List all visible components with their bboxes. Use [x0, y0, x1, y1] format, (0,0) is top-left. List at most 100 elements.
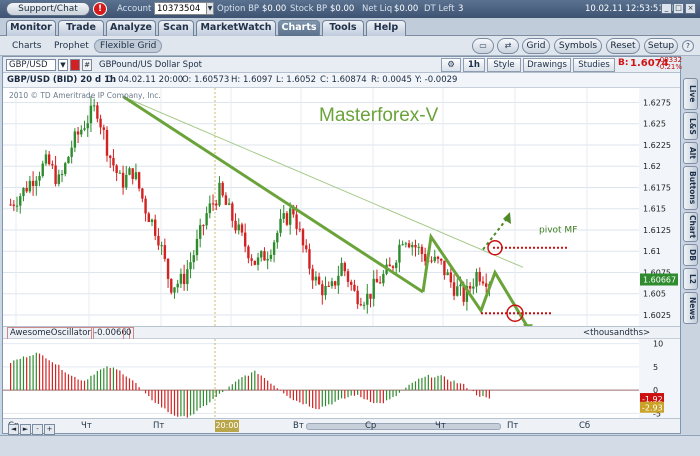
price-tick-label: 1.625	[643, 120, 666, 129]
candle-body	[292, 208, 295, 215]
horizontal-scrollbar[interactable]	[306, 423, 501, 430]
tab-trade[interactable]: Trade	[58, 20, 104, 36]
chart-settings-icon[interactable]: ⚙	[441, 58, 461, 72]
candle-body	[141, 188, 144, 199]
main-tab-bar: Monitor Trade Analyze Scan MarketWatch C…	[0, 18, 700, 36]
candle-body	[346, 271, 350, 282]
candle-body	[362, 304, 366, 306]
chart-nav-buttons: ◄ ► - +	[8, 424, 56, 435]
candle-body	[163, 245, 167, 259]
candle-body	[481, 281, 485, 284]
period-select[interactable]: 1h	[463, 58, 485, 72]
candle-body	[337, 275, 340, 286]
pivot-circle	[487, 240, 503, 256]
scroll-right-icon[interactable]: ►	[20, 424, 31, 435]
candle-body	[166, 258, 170, 279]
studies-button[interactable]: Studies	[573, 58, 615, 72]
candle-body	[388, 264, 391, 267]
tab-marketwatch[interactable]: MarketWatch	[196, 20, 276, 36]
candle-body	[131, 168, 134, 179]
chart-panel: GBP/USD ▼ # GBPound/US Dollar Spot ⚙ 1h …	[2, 56, 683, 434]
candle-body	[378, 282, 382, 284]
oscillator-chart[interactable]: 10 5 0 -5 -1.92-2.93	[3, 339, 680, 418]
price-chart[interactable]: 1.6275 1.625 1.6225 1.62 1.6175 1.615 1.6125 1.…	[3, 88, 680, 326]
side-tab-db[interactable]: DB	[683, 244, 698, 266]
price-tick-label: 1.6125	[643, 226, 671, 235]
side-tab-chart[interactable]: Chart	[683, 212, 698, 242]
candle-body	[484, 283, 488, 287]
chart-symbol-row: GBP/USD ▼ # GBPound/US Dollar Spot ⚙ 1h …	[3, 57, 683, 73]
candle-body	[218, 182, 221, 206]
candle-body	[321, 284, 324, 296]
hash-icon[interactable]: #	[82, 59, 92, 71]
side-tab-news[interactable]: News	[683, 292, 698, 324]
maximize-icon[interactable]: □	[673, 3, 684, 14]
candle-body	[288, 208, 292, 225]
candle-body	[439, 258, 443, 261]
candle-body	[452, 282, 456, 296]
candle-body	[475, 271, 478, 287]
alert-icon[interactable]: !	[93, 2, 107, 16]
side-tab-buttons[interactable]: Buttons	[683, 166, 698, 210]
candle-body	[109, 155, 112, 158]
close-icon[interactable]: ×	[685, 3, 696, 14]
info-low: L: 1.6052	[276, 75, 317, 85]
layout-icon[interactable]: ▭	[472, 38, 494, 54]
price-tick-label: 1.6225	[643, 141, 671, 150]
candle-body	[343, 263, 346, 272]
bid-value: 1.6074	[630, 58, 669, 69]
symbols-button[interactable]: Symbols	[554, 38, 602, 54]
candle-body	[125, 174, 128, 188]
candle-body	[276, 232, 279, 243]
tab-tools[interactable]: Tools	[322, 20, 364, 36]
zoom-in-icon[interactable]: +	[44, 424, 55, 435]
candle-body	[179, 273, 183, 284]
drawings-button[interactable]: Drawings	[523, 58, 571, 72]
chevron-down-icon[interactable]: ▼	[206, 2, 214, 15]
candle-body	[311, 268, 314, 281]
side-tab-live[interactable]: Live	[683, 78, 698, 110]
tab-help[interactable]: Help	[366, 20, 406, 36]
help-icon[interactable]: ?	[682, 40, 694, 52]
support-chat-button[interactable]: Support/Chat	[6, 2, 90, 16]
bid-change-pct: -0.21%	[657, 63, 683, 71]
dt-left-label: DT Left	[424, 4, 455, 14]
pivot-circle	[506, 304, 524, 322]
tab-monitor[interactable]: Monitor	[6, 20, 56, 36]
side-tab-l2[interactable]: L2	[683, 268, 698, 290]
scroll-left-icon[interactable]: ◄	[8, 424, 19, 435]
candle-body	[340, 263, 343, 276]
grid-button[interactable]: Grid	[522, 38, 550, 54]
zoom-out-icon[interactable]: -	[32, 424, 43, 435]
side-tab-alt[interactable]: Alt	[683, 142, 698, 164]
tab-scan[interactable]: Scan	[158, 20, 194, 36]
candle-body	[407, 243, 411, 248]
candle-body	[176, 283, 179, 288]
candle-body	[51, 164, 54, 166]
candle-body	[478, 271, 481, 282]
tab-analyze[interactable]: Analyze	[106, 20, 156, 36]
candle-body	[327, 285, 330, 287]
subtab-charts[interactable]: Charts	[12, 41, 42, 51]
setup-button[interactable]: Setup	[644, 38, 678, 54]
candle-body	[391, 266, 395, 268]
side-tab-ls[interactable]: L&S	[683, 112, 698, 140]
candle-body	[253, 260, 257, 265]
option-bp-value: $0.00	[262, 4, 287, 14]
link-color-icon[interactable]	[70, 59, 80, 71]
symbol-input[interactable]: GBP/USD	[6, 59, 56, 71]
subtab-flexible-grid[interactable]: Flexible Grid	[94, 39, 163, 53]
link-icon[interactable]: ⇄	[497, 38, 519, 54]
price-tick-label: 1.615	[643, 205, 666, 214]
subtab-prophet[interactable]: Prophet	[54, 41, 89, 51]
reset-button[interactable]: Reset	[606, 38, 640, 54]
candle-body	[144, 198, 147, 214]
chevron-down-icon[interactable]: ▼	[58, 59, 68, 71]
account-select[interactable]: 10373504	[154, 2, 208, 15]
candle-body	[22, 187, 25, 197]
candle-body	[256, 257, 260, 265]
minimize-icon[interactable]: _	[661, 3, 672, 14]
style-button[interactable]: Style	[487, 58, 521, 72]
tab-charts[interactable]: Charts	[278, 20, 320, 36]
candle-body	[250, 258, 253, 261]
